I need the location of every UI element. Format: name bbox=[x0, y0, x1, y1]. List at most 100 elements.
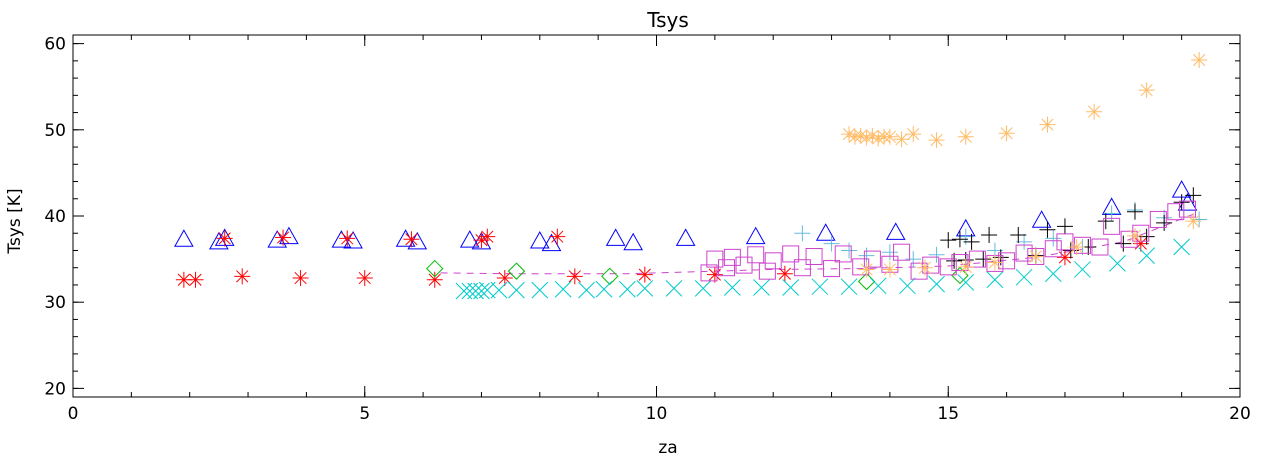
square-point bbox=[834, 245, 852, 263]
asterisk-point bbox=[549, 228, 566, 245]
square-point bbox=[764, 252, 782, 270]
asterisk-point bbox=[216, 230, 233, 247]
plus-point bbox=[905, 251, 922, 268]
plus-point bbox=[940, 232, 957, 249]
y-tick-label: 20 bbox=[44, 379, 66, 399]
chart-title: Tsys bbox=[646, 8, 689, 32]
diamond-point bbox=[507, 262, 526, 280]
triangle-point bbox=[815, 223, 836, 241]
diamond-point bbox=[601, 267, 619, 286]
plus-point bbox=[951, 231, 968, 248]
cross-point bbox=[694, 280, 712, 297]
asterisk-point bbox=[1027, 248, 1044, 265]
diamond-point bbox=[426, 259, 444, 278]
square-point bbox=[1120, 230, 1138, 248]
asterisk-point bbox=[1185, 213, 1202, 230]
cross-point bbox=[957, 274, 975, 291]
asterisk-point bbox=[916, 259, 933, 276]
plus-point bbox=[1138, 228, 1155, 245]
square-point bbox=[939, 258, 957, 276]
plus-point bbox=[1115, 235, 1132, 252]
square-point bbox=[863, 250, 881, 268]
cross-point bbox=[811, 278, 829, 296]
y-axis-label: Tsys [K] bbox=[5, 188, 25, 254]
asterisk-point bbox=[858, 129, 875, 146]
asterisk-point bbox=[292, 270, 309, 287]
cross-point bbox=[1138, 247, 1155, 265]
asterisk-point bbox=[881, 128, 898, 145]
y-tick-label: 60 bbox=[44, 35, 66, 55]
x-tick-label: 10 bbox=[646, 404, 668, 424]
triangle-point bbox=[675, 228, 696, 246]
cross-point bbox=[1074, 261, 1091, 278]
asterisk-point bbox=[706, 266, 723, 283]
cross-point bbox=[478, 281, 496, 299]
cross-point bbox=[665, 280, 683, 297]
triangle-point bbox=[605, 228, 626, 246]
plus-point bbox=[823, 235, 840, 252]
asterisk-point bbox=[1126, 227, 1143, 244]
asterisk-point bbox=[881, 261, 898, 278]
asterisk-point bbox=[893, 131, 910, 148]
triangle-point bbox=[745, 226, 766, 245]
plus-point bbox=[975, 251, 992, 268]
square-point bbox=[1167, 203, 1185, 221]
square-point bbox=[998, 252, 1016, 270]
asterisk-point bbox=[1039, 116, 1056, 133]
x-tick-label: 15 bbox=[937, 404, 959, 424]
triangle-point bbox=[459, 230, 480, 248]
cross-point bbox=[928, 275, 945, 293]
asterisk-point bbox=[339, 230, 356, 247]
asterisk-point bbox=[479, 228, 496, 245]
cross-point bbox=[531, 281, 549, 299]
asterisk-point bbox=[496, 270, 513, 287]
triangle-point bbox=[471, 231, 492, 250]
cross-point bbox=[595, 280, 613, 298]
square-point bbox=[706, 250, 724, 268]
asterisk-point bbox=[957, 258, 974, 275]
plus-point bbox=[1056, 218, 1073, 235]
cross-point bbox=[636, 280, 654, 297]
plus-point bbox=[1062, 242, 1079, 259]
plus-point bbox=[1173, 194, 1190, 211]
square-point bbox=[805, 248, 823, 266]
square-point bbox=[910, 262, 928, 280]
square-point bbox=[747, 246, 765, 264]
x-tick-label: 0 bbox=[68, 404, 79, 424]
square-point bbox=[1091, 238, 1109, 256]
dashed-series-line bbox=[440, 213, 1194, 275]
asterisk-point bbox=[1191, 51, 1208, 68]
square-point bbox=[793, 259, 811, 277]
cross-point bbox=[899, 277, 916, 295]
cross-point bbox=[554, 280, 572, 298]
triangle-point bbox=[885, 222, 906, 240]
cross-point bbox=[869, 277, 887, 295]
asterisk-point bbox=[858, 261, 875, 278]
plus-point bbox=[1126, 203, 1143, 220]
asterisk-point bbox=[566, 268, 583, 285]
asterisk-point bbox=[998, 125, 1015, 142]
square-point bbox=[782, 245, 800, 263]
cross-point bbox=[508, 281, 525, 299]
cross-point bbox=[461, 282, 479, 300]
cross-point bbox=[455, 282, 473, 300]
cross-point bbox=[986, 271, 1004, 289]
square-point bbox=[700, 264, 718, 282]
cross-point bbox=[490, 281, 508, 299]
square-point bbox=[1056, 233, 1074, 251]
cross-point bbox=[578, 281, 595, 299]
asterisk-point bbox=[841, 126, 858, 143]
square-point bbox=[718, 259, 736, 277]
plot-frame bbox=[72, 34, 1241, 398]
cross-point bbox=[473, 282, 490, 300]
asterisk-point bbox=[986, 254, 1003, 271]
y-tick-label: 50 bbox=[44, 121, 66, 141]
cross-point bbox=[618, 280, 636, 298]
asterisk-point bbox=[275, 229, 292, 246]
asterisk-point bbox=[187, 271, 204, 288]
x-axis-label: za bbox=[658, 438, 677, 458]
data-points-layer bbox=[174, 51, 1208, 300]
axes: 0 5 10 15 20 20 30 40 50 60 bbox=[44, 34, 1251, 424]
line-series-layer bbox=[440, 213, 1194, 275]
